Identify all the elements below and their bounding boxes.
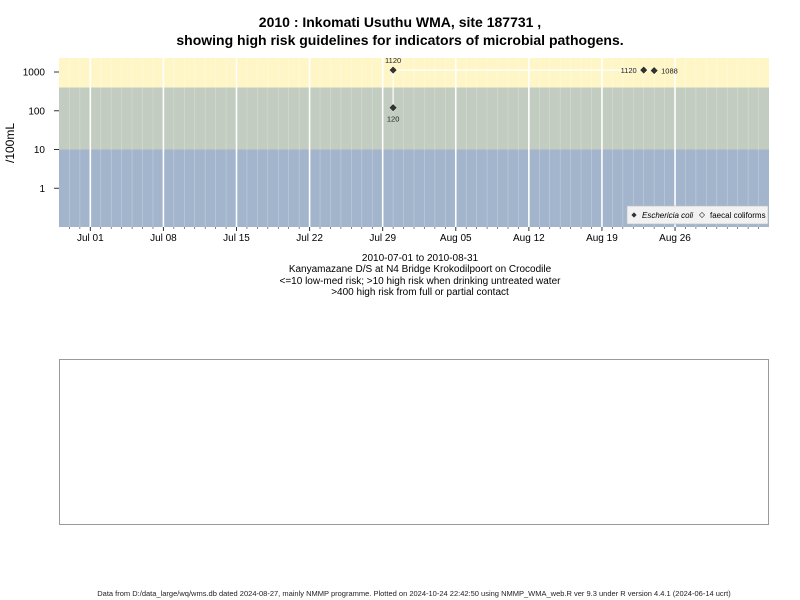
empty-plot-panel: [59, 359, 769, 525]
x-tick-label: Aug 26: [659, 233, 691, 244]
x-tick-label: Jul 08: [150, 233, 177, 244]
ecoli-value-label: 1088: [661, 67, 678, 76]
legend: Eschericia coli faecal coliforms: [626, 205, 769, 225]
site-name-caption: Kanyamazane D/S at N4 Bridge Krokodilpoo…: [288, 264, 552, 275]
ecoli-point: [650, 67, 658, 75]
y-tick-label: 10: [34, 145, 46, 156]
x-tick-label: Aug 12: [513, 233, 545, 244]
chart-title-line-1: 2010 : Inkomati Usuthu WMA, site 187731 …: [258, 14, 542, 30]
ecoli-value-label: 120: [387, 115, 400, 124]
high-risk-note: >400 high risk from full or partial cont…: [331, 287, 509, 298]
legend-ecoli-marker: [631, 212, 637, 218]
ecoli-point: [640, 66, 648, 74]
legend-box: [626, 205, 769, 225]
ecoli-value-label: 1120: [621, 66, 637, 75]
ecoli-value-label: 1120: [385, 56, 401, 65]
low-risk-note: <=10 low-med risk; >10 high risk when dr…: [279, 276, 561, 287]
y-axis-label: /100mL: [3, 123, 17, 163]
chart-title-line-2: showing high risk guidelines for indicat…: [176, 32, 624, 48]
chart-svg: 120 1120 1120 1088 1 10 100 1000 Jul 01 Jul 08 J…: [3, 56, 769, 244]
x-tick-label: Jul 29: [369, 233, 396, 244]
legend-faecal-label: faecal coliforms: [710, 211, 766, 220]
footer-note: Data from D:/data_large/wq/wms.db dated …: [97, 589, 731, 598]
x-tick-label: Jul 22: [296, 233, 323, 244]
x-tick-label: Aug 19: [586, 233, 618, 244]
y-tick-label: 100: [28, 106, 45, 117]
x-tick-label: Jul 01: [77, 233, 104, 244]
legend-ecoli-label: Eschericia coli: [642, 211, 693, 220]
x-tick-label: Aug 05: [440, 233, 472, 244]
date-range-caption: 2010-07-01 to 2010-08-31: [361, 253, 479, 264]
y-tick-label: 1000: [23, 68, 46, 79]
legend-faecal-marker: [698, 211, 706, 219]
x-tick-label: Jul 15: [223, 233, 250, 244]
risk-band-1: [59, 87, 769, 150]
risk-band-2: [59, 58, 769, 88]
y-tick-label: 1: [39, 184, 45, 195]
ecoli-point: [389, 104, 397, 112]
ecoli-point: [389, 66, 397, 74]
